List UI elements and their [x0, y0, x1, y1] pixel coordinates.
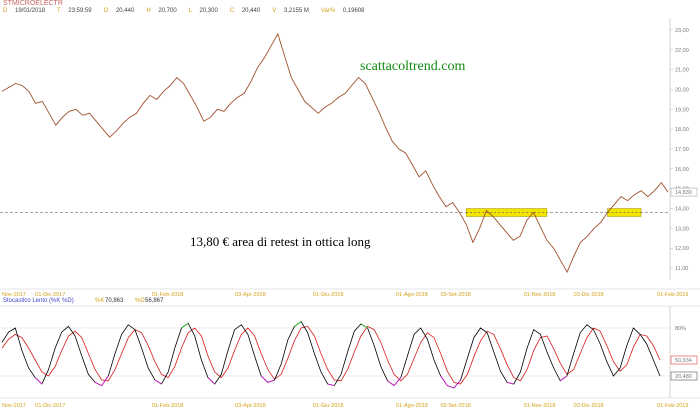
quote-key: C: [229, 8, 236, 14]
oversold-segment: [393, 377, 402, 386]
y-tick-label: 11,00: [675, 266, 688, 272]
oscillator-title: Stocastico Lento (%K %D): [3, 298, 74, 304]
quote-item: L 20,300: [189, 8, 224, 14]
quote-item: H 20,700: [146, 8, 182, 14]
quote-bar: D 19/01/2018 T 23:59:59 O 20,440 H 20,700 L …: [3, 8, 377, 14]
quote-key: L: [188, 8, 194, 14]
quote-key: D: [3, 8, 9, 14]
y-tick-label: 21,00: [675, 68, 689, 74]
x-tick-label: Nov-2017: [2, 403, 26, 409]
quote-key: T: [57, 8, 63, 14]
x-tick-label: 01-Dic-2017: [35, 403, 65, 409]
y-tick-label: 13,00: [675, 226, 689, 232]
legend-value: 70,863: [105, 298, 124, 304]
quote-key: V: [272, 8, 278, 14]
quote-value: 20,700: [158, 8, 177, 14]
osc-last-d-box: [670, 355, 698, 365]
osc-d-line: [1, 325, 661, 385]
x-tick-label: 03-Apr-2018: [235, 292, 266, 298]
x-tick-label: 03-Set-2018: [440, 403, 470, 409]
quote-value: 23:59:59: [68, 8, 92, 14]
osc-last-k-box: [670, 371, 698, 381]
last-price-box: [670, 187, 698, 197]
quote-key: Var%: [320, 8, 337, 14]
quote-item: T 23:59:59: [57, 8, 98, 14]
oversold-segment: [207, 377, 215, 385]
quote-value: 0,19608: [342, 8, 365, 14]
y-tick-label: 16,00: [675, 167, 689, 173]
oversold-segment: [453, 379, 461, 389]
oversold-segment: [267, 379, 275, 383]
quote-value: 20,300: [199, 8, 218, 14]
y-tick-label: 22,00: [675, 48, 689, 54]
watermark-text: scattacoltrend.com: [360, 59, 465, 74]
y-tick-label: 23,00: [675, 28, 689, 34]
x-tick-label: 03-Apr-2018: [235, 403, 266, 409]
osc-k-line: [1, 321, 661, 389]
legend-label: %D: [135, 298, 145, 304]
legend-value: 56,867: [145, 298, 164, 304]
y-tick-label: 19,00: [675, 107, 689, 113]
x-tick-label: 01-Nov-2018: [524, 403, 556, 409]
x-tick-label: 03-Set-2018: [440, 292, 470, 298]
x-tick-label: Nov-2017: [2, 292, 26, 298]
oversold-segment: [327, 383, 335, 387]
y-tick-label: 12,00: [675, 246, 689, 252]
ticker-label: STMICROELECTR: [3, 0, 63, 7]
x-tick-label: 01-Feb-2018: [152, 403, 184, 409]
oversold-segment: [260, 375, 269, 383]
oversold-segment: [560, 375, 568, 382]
oversold-segment: [94, 381, 102, 387]
price-chart: 11,0012,0013,0014,0015,0016,0017,0018,00…: [0, 18, 698, 280]
legend-label: %K: [95, 298, 104, 304]
x-tick-label: 01-Dic-2017: [35, 292, 65, 298]
oversold-segment: [440, 375, 448, 386]
quote-value: 19/01/2018: [15, 8, 46, 14]
oversold-segment: [34, 377, 43, 385]
x-tick-label: 01-Ago-2018: [396, 292, 428, 298]
x-tick-label: 01-Ago-2018: [396, 403, 428, 409]
oversold-segment: [101, 375, 109, 386]
x-tick-label: 01-Feb-2018: [152, 292, 184, 298]
quote-key: O: [103, 8, 110, 14]
x-tick-label: 01-Feb-2019: [657, 292, 689, 298]
quote-key: H: [146, 8, 153, 14]
overbought-segment: [181, 322, 189, 329]
oversold-segment: [447, 385, 455, 389]
quote-item: O 20,440: [104, 8, 141, 14]
x-tick-label: 01-Feb-2019: [657, 403, 689, 409]
overbought-segment: [294, 321, 302, 327]
osc-y-tick-label: 80%: [675, 326, 686, 332]
osc-last-d-label: 50,934: [675, 358, 692, 364]
x-tick-label: 01-Giu-2018: [313, 403, 344, 409]
quote-item: D 19/01/2018: [3, 8, 51, 14]
osc-y-tick-label: 20%: [675, 374, 686, 380]
last-price-label: 14,830: [675, 190, 692, 196]
price-line: [1, 32, 669, 274]
overbought-segment: [360, 323, 368, 329]
oversold-segment: [154, 379, 162, 385]
y-tick-label: 17,00: [675, 147, 689, 153]
x-tick-label: 03-Dic-2018: [574, 292, 604, 298]
y-tick-label: 18,00: [675, 127, 689, 133]
y-tick-label: 20,00: [675, 87, 689, 93]
x-tick-label: 03-Dic-2018: [574, 403, 604, 409]
osc-last-k-label: 20,480: [675, 374, 692, 380]
oversold-segment: [387, 380, 395, 386]
chart-header: STMICROELECTR D 19/01/2018 T 23:59:59 O 20…: [0, 0, 700, 18]
annotation-text: 13,80 € area di retest in ottica long: [190, 234, 371, 249]
quote-item: Var% 0,19608: [321, 8, 371, 14]
oversold-segment: [507, 381, 514, 385]
quote-item: V 3,2155 M: [272, 8, 315, 14]
y-tick-label: 14,00: [675, 207, 689, 213]
quote-item: C 20,440: [230, 8, 266, 14]
quote-value: 20,440: [241, 8, 261, 14]
quote-value: 20,440: [115, 8, 135, 14]
quote-value: 3,2155 M: [283, 8, 309, 14]
x-tick-label: 01-Giu-2018: [313, 292, 344, 298]
x-tick-label: 01-Nov-2018: [524, 292, 556, 298]
